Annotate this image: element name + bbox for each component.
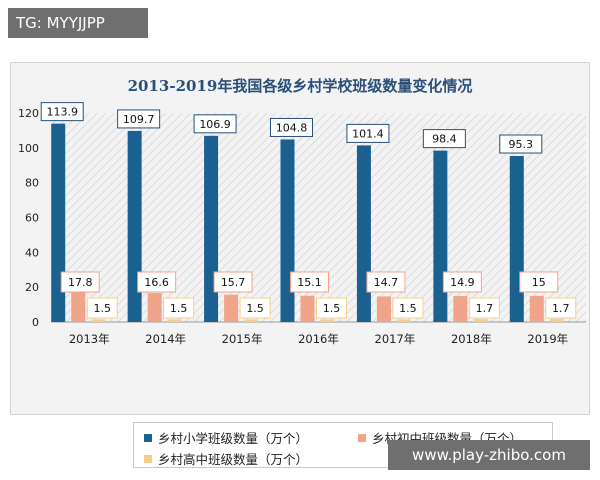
y-tick-label: 100: [18, 142, 39, 155]
data-label-box: [290, 271, 329, 293]
bar: [127, 130, 142, 322]
legend-swatch-middle: [358, 433, 366, 442]
bar: [244, 319, 259, 322]
bar: [433, 150, 448, 322]
bar: [396, 319, 411, 322]
y-tick-label: 20: [25, 281, 39, 294]
tg-banner: TG: MYYJJPP: [8, 8, 148, 38]
data-label-box: [239, 297, 271, 319]
legend-label-primary: 乡村小学班级数量（万个）: [158, 431, 309, 446]
x-tick-label: 2013年: [69, 332, 110, 346]
bar: [453, 296, 468, 322]
legend-item-high: 乡村高中班级数量（万个）: [144, 449, 308, 468]
data-label: 101.4: [352, 127, 384, 140]
bar-chart: 2013-2019年我国各级乡村学校班级数量变化情况 0 20 40 60 80 100 12…: [18, 77, 586, 346]
bar: [376, 296, 391, 322]
data-label: 15.7: [221, 276, 246, 289]
data-label-box: [60, 271, 100, 293]
data-label-box: [468, 297, 500, 319]
bar: [167, 319, 182, 322]
data-label-box: [40, 102, 84, 122]
data-label-box: [163, 297, 195, 319]
bar: [356, 145, 371, 322]
y-tick-label: 60: [25, 212, 39, 225]
site-watermark: www.play-zhibo.com: [388, 440, 590, 470]
chart-title: 2013-2019年我国各级乡村学校班级数量变化情况: [128, 77, 473, 95]
data-label-box: [193, 114, 237, 134]
data-label: 98.4: [432, 133, 457, 146]
data-label-box: [316, 297, 347, 319]
data-label: 109.7: [123, 113, 155, 126]
data-label: 104.8: [276, 121, 308, 134]
data-label-box: [442, 271, 482, 293]
data-label: 113.9: [46, 106, 78, 119]
data-label: 14.7: [374, 276, 399, 289]
bar: [147, 293, 162, 322]
data-label-box: [422, 129, 466, 149]
legend-label-high: 乡村高中班级数量（万个）: [158, 452, 309, 467]
x-tick-label: 2017年: [375, 332, 416, 346]
data-label-box: [270, 117, 313, 137]
data-label: 1.5: [93, 302, 111, 315]
x-tick-label: 2019年: [527, 332, 568, 346]
chart-panel: 2013-2019年我国各级乡村学校班级数量变化情况 0 20 40 60 80 100 12…: [10, 62, 590, 468]
data-label-box: [137, 271, 177, 293]
data-label-box: [519, 271, 559, 293]
data-label: 106.9: [199, 118, 231, 131]
bar: [320, 319, 335, 322]
bar: [473, 319, 488, 322]
bar: [509, 156, 524, 322]
bar: [71, 290, 86, 322]
data-label: 1.5: [399, 302, 417, 315]
legend-swatch-primary: [144, 433, 152, 442]
data-label: 1.5: [170, 302, 188, 315]
data-label: 16.6: [144, 276, 169, 289]
data-label: 15: [532, 276, 546, 289]
data-label-box: [346, 123, 390, 143]
bar: [224, 294, 239, 322]
data-label: 1.5: [246, 302, 264, 315]
data-label: 1.7: [476, 302, 494, 315]
x-tick-label: 2018年: [451, 332, 492, 346]
data-label: 17.8: [68, 276, 93, 289]
bar: [204, 135, 219, 322]
data-label: 1.5: [323, 302, 341, 315]
legend-item-primary: 乡村小学班级数量（万个）: [144, 428, 308, 447]
bar: [529, 295, 544, 322]
x-tick-label: 2014年: [145, 332, 186, 346]
y-tick-label: 120: [18, 107, 39, 120]
bar: [280, 139, 295, 322]
legend-swatch-high: [144, 454, 152, 463]
data-label-box: [545, 297, 577, 319]
y-tick-label: 80: [25, 177, 39, 190]
y-tick-label: 40: [25, 246, 39, 259]
bar: [300, 295, 315, 322]
data-label-box: [499, 134, 543, 154]
data-label-box: [117, 109, 161, 129]
data-label: 15.1: [297, 276, 322, 289]
bar: [91, 319, 106, 322]
data-label-box: [366, 271, 406, 293]
x-tick-label: 2016年: [298, 332, 339, 346]
data-label-box: [86, 297, 118, 319]
data-label-box: [213, 271, 253, 293]
data-label: 14.9: [450, 276, 475, 289]
bar: [549, 319, 564, 322]
y-tick-label: 0: [32, 316, 39, 329]
data-label: 1.7: [552, 302, 570, 315]
data-label: 95.3: [509, 138, 534, 151]
data-label-box: [392, 297, 424, 319]
x-tick-label: 2015年: [222, 332, 263, 346]
